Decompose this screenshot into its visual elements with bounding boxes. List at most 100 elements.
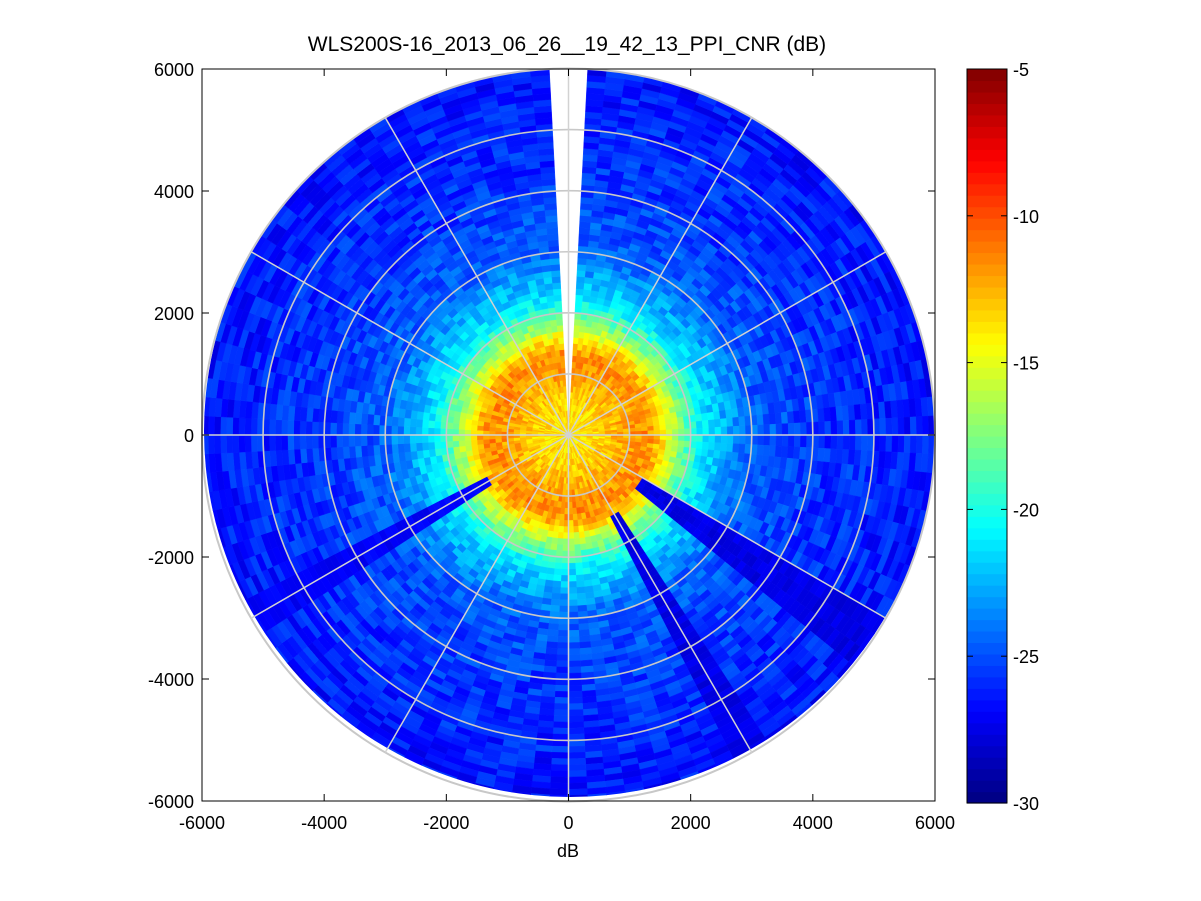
ppi-cell <box>714 426 722 436</box>
ppi-cell <box>897 434 905 453</box>
ppi-cell <box>707 449 715 459</box>
ppi-cell <box>577 519 584 527</box>
ppi-cell <box>575 568 584 576</box>
ppi-cell <box>861 434 869 451</box>
ppi-cell <box>577 604 588 613</box>
ppi-cell <box>556 654 569 662</box>
ppi-cell <box>544 659 557 668</box>
ppi-cell <box>554 697 569 704</box>
ppi-cell <box>702 434 710 443</box>
ppi-cell <box>557 636 569 643</box>
ppi-cell <box>582 573 592 582</box>
ppi-cell <box>579 209 593 217</box>
ppi-cell <box>555 666 569 674</box>
ppi-cell <box>552 727 569 735</box>
ppi-cell <box>568 532 575 540</box>
ppi-cell <box>707 411 715 421</box>
ppi-cell <box>830 434 838 450</box>
ppi-cell <box>568 764 587 772</box>
ppi-cell <box>695 441 703 450</box>
ppi-cell <box>553 568 562 576</box>
ppi-cell <box>553 715 569 723</box>
ppi-cell <box>575 282 585 290</box>
ppi-cell <box>568 562 576 570</box>
ppi-cell <box>568 715 584 723</box>
ppi-cell <box>732 425 740 436</box>
ppi-cell <box>568 636 580 643</box>
ppi-cell <box>677 422 685 430</box>
ppi-cell <box>568 526 574 533</box>
ppi-cell <box>670 417 679 425</box>
ppi-cell <box>576 276 586 284</box>
ppi-cell <box>659 434 667 441</box>
ppi-cell <box>546 567 555 575</box>
ppi-cell <box>568 623 579 631</box>
ppi-cell <box>568 770 587 778</box>
ppi-cell <box>769 423 777 436</box>
ppi-cell <box>551 592 561 600</box>
ppi-cell <box>701 448 709 458</box>
ppi-cell <box>575 288 585 296</box>
ppi-cell <box>848 434 856 451</box>
ppi-cell <box>659 439 667 446</box>
ppi-cell <box>568 751 586 759</box>
ppi-cell <box>574 544 581 552</box>
ppi-cell <box>551 745 569 753</box>
ppi-cell <box>561 550 569 558</box>
ppi-cell <box>568 587 578 595</box>
ppi-cell <box>720 434 728 444</box>
ppi-cell <box>580 665 594 674</box>
ppi-cell <box>701 420 710 429</box>
ppi-cell <box>671 429 679 436</box>
ppi-cell <box>544 653 558 661</box>
ppi-cell <box>577 525 585 533</box>
ppi-cell <box>732 443 740 454</box>
ppi-cell <box>573 331 580 339</box>
ppi-cell <box>659 424 667 431</box>
ppi-cell <box>575 294 584 302</box>
ppi-cell <box>578 531 585 539</box>
ppi-cell <box>739 434 746 445</box>
ppi-cell <box>576 270 586 278</box>
ppi-cell <box>578 623 590 631</box>
ppi-cell <box>550 776 569 784</box>
ppi-cell <box>708 442 716 451</box>
ppi-cell <box>580 202 593 211</box>
ppi-cell <box>553 709 569 717</box>
ppi-cell <box>579 221 592 229</box>
ppi-cell <box>799 446 807 461</box>
ppi-cell <box>559 605 569 613</box>
ppi-cell <box>549 604 560 613</box>
ppi-cell <box>726 434 734 444</box>
ppi-cell <box>568 758 586 766</box>
ppi-cell <box>562 544 569 552</box>
ppi-cell <box>561 562 569 570</box>
ppi-cell <box>665 429 673 436</box>
ppi-cell <box>568 629 580 637</box>
ppi-cell <box>568 544 575 552</box>
ppi-cell <box>579 543 587 551</box>
ppi-cell <box>768 413 777 425</box>
ppi-cell <box>568 745 586 753</box>
ppi-cell <box>562 538 569 546</box>
ppi-cell <box>659 429 667 436</box>
ppi-cell <box>787 434 795 448</box>
ppi-cell <box>579 319 587 327</box>
ppi-cell <box>780 411 789 425</box>
ppi-cell <box>671 434 679 441</box>
ppi-cell <box>836 420 844 436</box>
ppi-cell <box>768 445 777 457</box>
ppi-cell <box>922 434 930 455</box>
ppi-cell <box>568 727 585 735</box>
ppi-cell <box>545 573 555 582</box>
ppi-cell <box>549 788 569 796</box>
ppi-cell <box>580 659 593 668</box>
ppi-cell <box>780 445 789 459</box>
ppi-cell <box>568 660 581 668</box>
ppi-cell <box>543 665 557 674</box>
ppi-cell <box>578 239 590 247</box>
ppi-cell <box>885 417 893 436</box>
ppi-cell <box>577 257 588 266</box>
ppi-cell <box>696 427 704 436</box>
